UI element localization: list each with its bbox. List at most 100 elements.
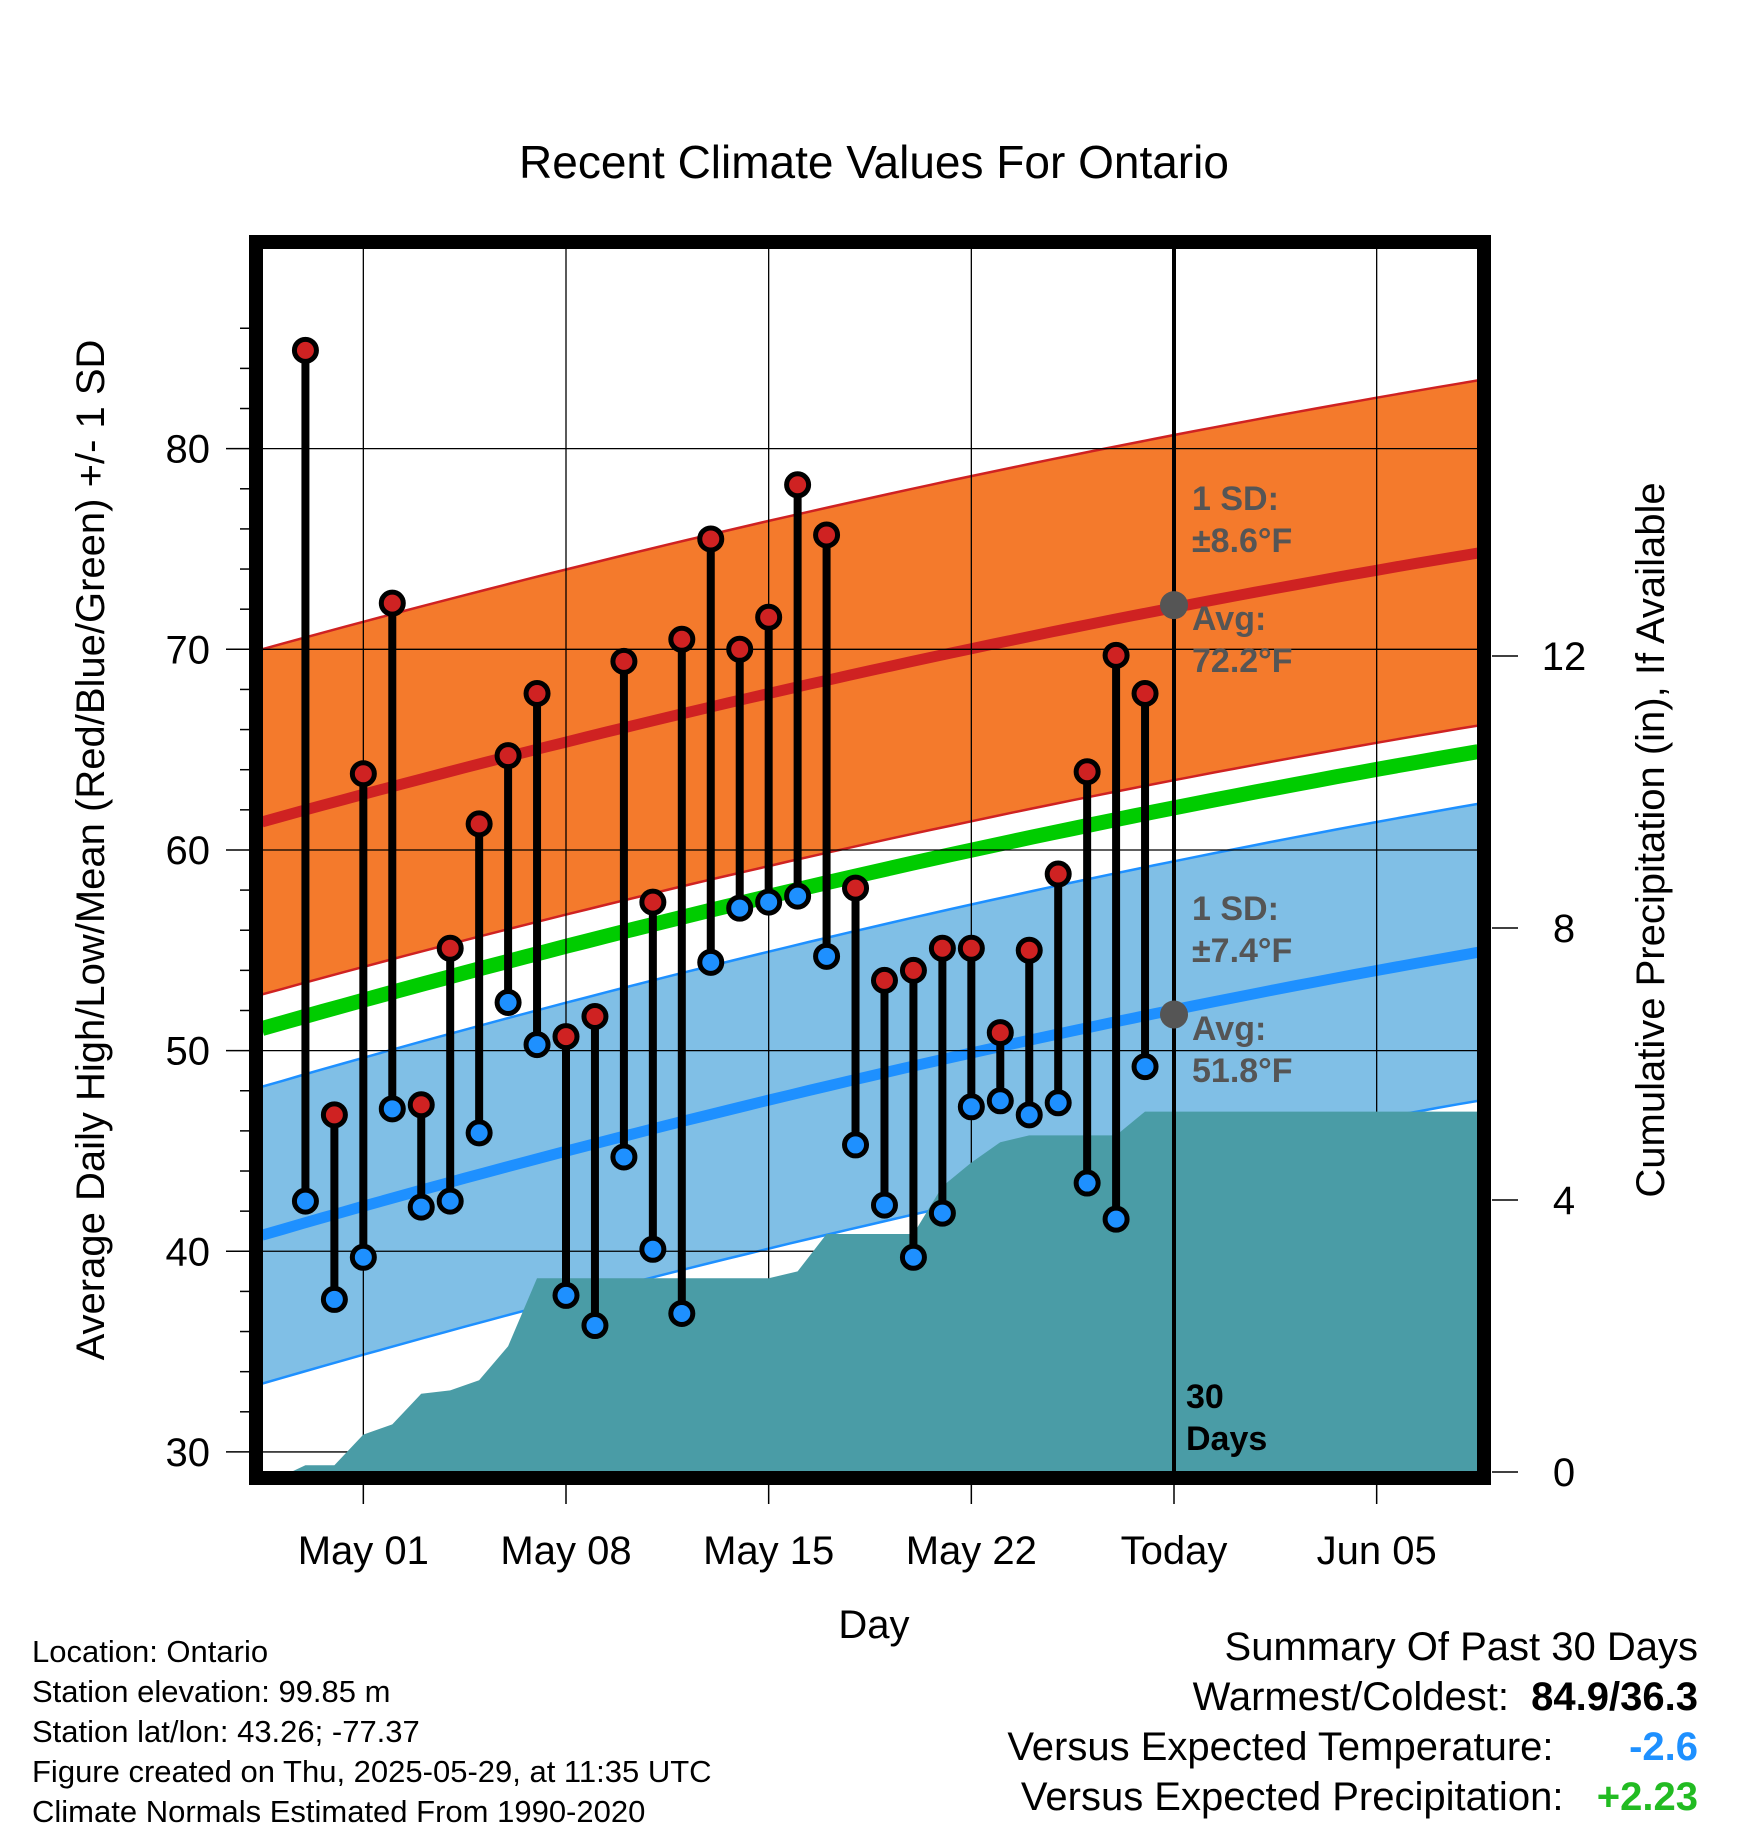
daily-low-point <box>784 882 812 910</box>
daily-high-point <box>726 635 754 663</box>
warm-cold-label: Warmest/Coldest: <box>1192 1675 1509 1719</box>
daily-low-point <box>1044 1089 1072 1117</box>
daily-low-point <box>639 1235 667 1263</box>
daily-low-point <box>1073 1169 1101 1197</box>
daily-high-point <box>465 810 493 838</box>
y2-tick-label: 4 <box>1553 1179 1575 1223</box>
daily-high-point <box>755 603 783 631</box>
daily-high-point <box>784 471 812 499</box>
daily-low-point <box>870 1191 898 1219</box>
daily-high-point <box>842 874 870 902</box>
high-avg-marker <box>1160 591 1188 620</box>
high-sd-value: ±8.6°F <box>1192 522 1292 560</box>
normals-text: Climate Normals Estimated From 1990-2020 <box>32 1794 646 1829</box>
y-tick-label: 40 <box>166 1230 211 1274</box>
summary-warm-cold: Warmest/Coldest: 84.9/36.3 <box>1007 1672 1698 1722</box>
created-text: Figure created on Thu, 2025-05-29, at 11… <box>32 1754 712 1789</box>
plot-area <box>262 248 1478 1472</box>
station-info: Location: Ontario Station elevation: 99.… <box>32 1632 712 1832</box>
daily-high-point <box>581 1003 609 1031</box>
daily-low-point <box>899 1243 927 1271</box>
daily-high-point <box>378 589 406 617</box>
precip-area <box>276 1111 1478 1472</box>
summary-precip: Versus Expected Precipitation: +2.23 <box>1007 1772 1698 1822</box>
y-tick-label: 30 <box>166 1431 211 1475</box>
annotations: 1 SD: ±8.6°F Avg: 72.2°F 1 SD: ±7.4°F Avg: 51.8… <box>1186 480 1293 1458</box>
daily-high-point <box>552 1023 580 1051</box>
daily-low-point <box>1102 1205 1130 1233</box>
low-sd-value: ±7.4°F <box>1192 932 1292 970</box>
today-days-number: 30 <box>1186 1378 1224 1416</box>
y2-axis-label: Cumulative Precipitation (in), If Availa… <box>1629 482 1673 1197</box>
y-tick-label: 80 <box>166 428 211 472</box>
elevation-text: Station elevation: 99.85 m <box>32 1674 391 1709</box>
daily-low-point <box>610 1143 638 1171</box>
low-avg-line <box>262 946 1478 1241</box>
summary-title: Summary Of Past 30 Days <box>1224 1625 1698 1669</box>
daily-low-point <box>291 1187 319 1215</box>
daily-high-point <box>639 888 667 916</box>
x-tick-label: May 01 <box>298 1529 429 1573</box>
daily-high-point <box>1102 641 1130 669</box>
today-days-label: Days <box>1186 1420 1267 1458</box>
x-tick-label: May 15 <box>703 1529 834 1573</box>
daily-high-point <box>986 1019 1014 1047</box>
axes: 30 40 50 60 70 80 0 4 8 12 May 01 May 08 May 15 May 2… <box>69 235 1673 1647</box>
daily-low-point <box>928 1199 956 1227</box>
daily-high-point <box>1073 758 1101 786</box>
chart-title: Recent Climate Values For Ontario <box>519 136 1229 188</box>
summary-temp: Versus Expected Temperature: -2.6 <box>1007 1722 1698 1772</box>
low-sd-label: 1 SD: <box>1192 890 1279 928</box>
daily-high-point <box>870 966 898 994</box>
y-axis-label: Average Daily High/Low/Mean (Red/Blue/Gr… <box>69 340 113 1361</box>
daily-high-point <box>813 521 841 549</box>
daily-low-point <box>1131 1053 1159 1081</box>
daily-low-point <box>494 988 522 1016</box>
y-tick-label: 50 <box>166 1030 211 1074</box>
daily-low-point <box>465 1119 493 1147</box>
warm-cold-value: 84.9/36.3 <box>1531 1675 1698 1719</box>
daily-high-point <box>436 934 464 962</box>
temp-label: Versus Expected Temperature: <box>1007 1725 1554 1769</box>
daily-high-point <box>899 956 927 984</box>
daily-low-point <box>378 1095 406 1123</box>
y-tick-label: 60 <box>166 829 211 873</box>
daily-low-point <box>842 1131 870 1159</box>
y2-tick-label: 8 <box>1553 907 1575 951</box>
daily-low-point <box>957 1093 985 1121</box>
daily-high-point <box>349 760 377 788</box>
daily-high-point <box>928 934 956 962</box>
latlon-text: Station lat/lon: 43.26; -77.37 <box>32 1714 420 1749</box>
daily-high-point <box>1131 679 1159 707</box>
daily-low-point <box>320 1285 348 1313</box>
daily-high-point <box>1015 936 1043 964</box>
daily-high-point <box>320 1101 348 1129</box>
daily-high-point <box>697 525 725 553</box>
daily-high-point <box>291 336 319 364</box>
y2-tick-label: 0 <box>1553 1451 1575 1495</box>
mean-line <box>262 744 1478 1036</box>
daily-high-point <box>407 1091 435 1119</box>
daily-low-point <box>697 948 725 976</box>
x-tick-label: Jun 05 <box>1317 1529 1437 1573</box>
x-tick-label: May 22 <box>906 1529 1037 1573</box>
y-tick-label: 70 <box>166 628 211 672</box>
daily-low-point <box>581 1312 609 1340</box>
low-avg-label: Avg: <box>1192 1010 1266 1048</box>
daily-low-point <box>726 894 754 922</box>
x-axis-label: Day <box>838 1603 909 1647</box>
location-text: Location: Ontario <box>32 1634 269 1669</box>
x-tick-label: May 08 <box>500 1529 631 1573</box>
daily-low-point <box>436 1187 464 1215</box>
high-sd-label: 1 SD: <box>1192 480 1279 518</box>
high-avg-line <box>262 547 1478 828</box>
daily-high-point <box>1044 860 1072 888</box>
daily-high-point <box>668 625 696 653</box>
daily-high-point <box>610 647 638 675</box>
daily-high-point <box>523 679 551 707</box>
daily-low-point <box>813 942 841 970</box>
high-avg-value: 72.2°F <box>1192 642 1293 680</box>
high-sd-band-lower-edge <box>262 724 1478 996</box>
daily-low-point <box>523 1031 551 1059</box>
